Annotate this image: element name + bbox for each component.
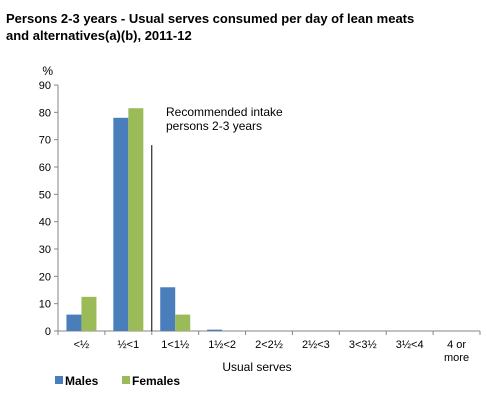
bar-males-0	[66, 314, 82, 331]
y-tick-label: 10	[39, 299, 51, 311]
recommended-intake-label: Recommended intake persons 2-3 years	[166, 105, 283, 133]
legend-swatch-males	[55, 376, 63, 384]
x-tick-label: ½<1	[117, 339, 139, 351]
y-tick-label: 0	[45, 326, 51, 338]
x-tick-label: 4 or more	[444, 339, 469, 364]
y-tick-label: 60	[39, 162, 51, 174]
bar-males-1	[113, 117, 129, 331]
bar-males-3	[207, 329, 223, 331]
y-tick-label: 30	[39, 244, 51, 256]
y-tick-label: 50	[39, 189, 51, 201]
x-tick-label: 2<2½	[255, 339, 283, 351]
y-tick-label: 20	[39, 271, 51, 283]
legend: Males Females	[55, 374, 180, 388]
bar-males-2	[160, 287, 176, 331]
x-tick-label: 1<1½	[161, 339, 189, 351]
bars	[66, 108, 223, 331]
legend-label-females: Females	[132, 374, 180, 388]
legend-label-males: Males	[65, 374, 99, 388]
legend-swatch-females	[122, 376, 130, 384]
y-tick-label: 80	[39, 107, 51, 119]
y-tick-label: 40	[39, 217, 51, 229]
x-tick-label: 2½<3	[302, 339, 330, 351]
y-tick-label: 90	[39, 80, 51, 92]
bar-females-1	[128, 108, 144, 331]
bar-females-0	[81, 296, 97, 331]
x-tick-label: <½	[74, 339, 90, 351]
x-tick-label: 3½<4	[396, 339, 424, 351]
chart-title: Persons 2-3 years - Usual serves consume…	[6, 11, 415, 43]
y-axis-title: %	[42, 64, 53, 78]
labels: 0 10 20 30 40 50 60 70 80 90% <½ ½<1 1<1½ 1½<2 2<2½ 2½<…	[39, 64, 469, 374]
y-tick-label: 70	[39, 135, 51, 147]
x-tick-label: 1½<2	[208, 339, 236, 351]
x-tick-label: 3<3½	[349, 339, 377, 351]
bar-females-2	[175, 314, 191, 331]
x-axis-title: Usual serves	[222, 360, 291, 374]
